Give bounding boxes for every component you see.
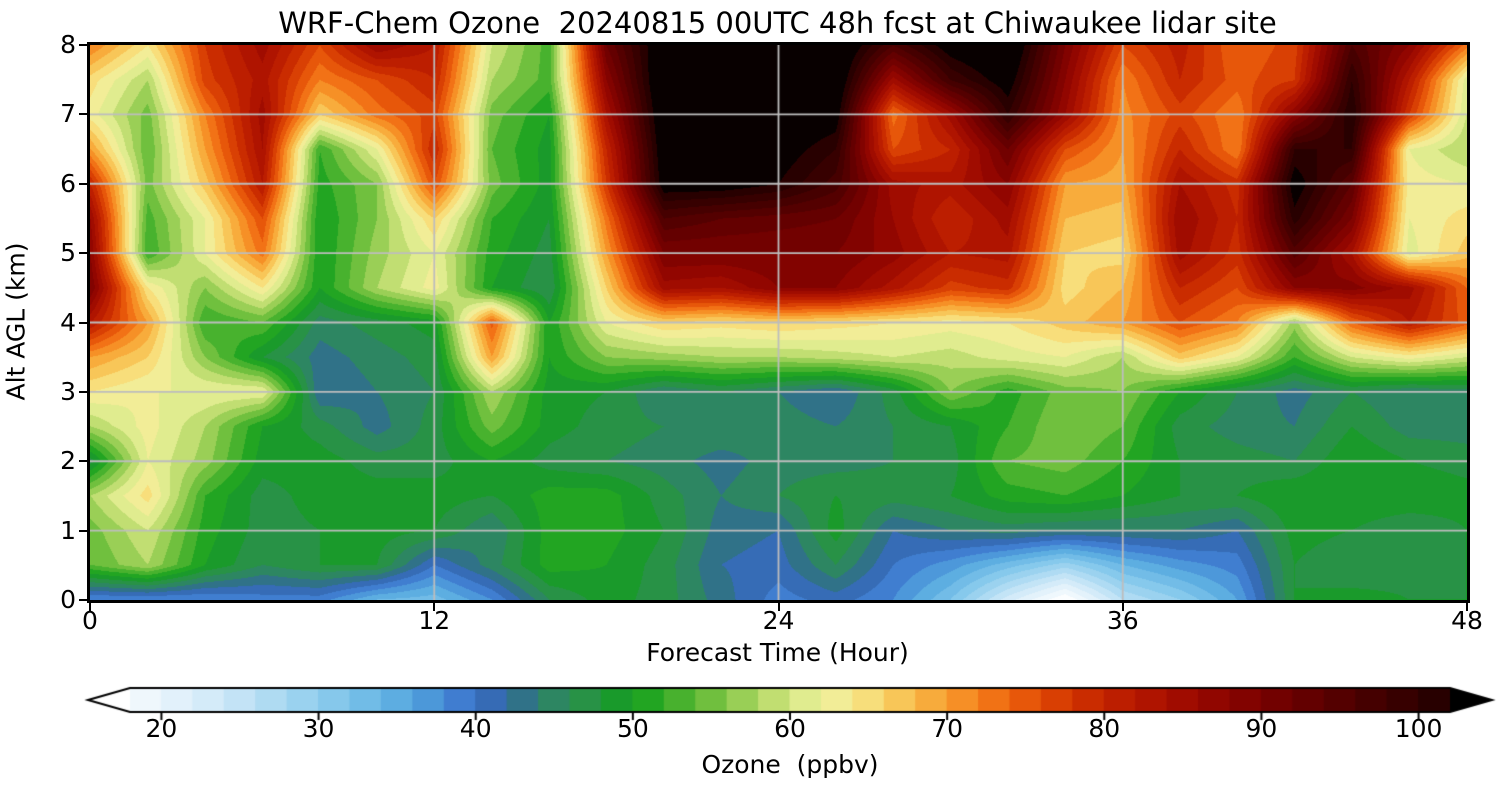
y-tick-label-3: 3	[60, 376, 76, 406]
colorbar-label: Ozone (ppbv)	[701, 750, 879, 779]
y-tick-mark-1	[79, 529, 87, 532]
y-tick-label-8: 8	[60, 30, 76, 59]
y-tick-mark-3	[79, 390, 87, 393]
y-tick-label-1: 1	[60, 515, 76, 545]
plot-area-frame	[87, 42, 1470, 603]
y-tick-label-5: 5	[60, 238, 76, 268]
x-tick-label-36: 36	[1106, 606, 1139, 635]
x-tick-mark-0	[89, 603, 91, 611]
x-axis-label: Forecast Time (Hour)	[646, 638, 909, 667]
y-tick-mark-0	[79, 599, 87, 601]
y-tick-mark-6	[79, 182, 87, 185]
x-tick-mark-12	[433, 603, 436, 611]
y-tick-label-6: 6	[60, 168, 76, 198]
colorbar-tick-label-80: 80	[1088, 714, 1121, 743]
chart-title: WRF-Chem Ozone 20240815 00UTC 48h fcst a…	[278, 6, 1277, 40]
colorbar-tick-label-90: 90	[1245, 714, 1278, 743]
colorbar-canvas	[80, 682, 1500, 726]
ozone-heatmap-canvas	[90, 45, 1467, 600]
y-tick-label-0: 0	[60, 585, 76, 614]
y-tick-mark-4	[79, 321, 87, 324]
y-tick-mark-5	[79, 252, 87, 255]
y-tick-label-4: 4	[60, 307, 76, 337]
x-tick-label-48: 48	[1451, 606, 1483, 635]
y-tick-label-2: 2	[60, 446, 76, 476]
colorbar-tick-label-60: 60	[774, 714, 806, 743]
y-tick-mark-7	[79, 113, 87, 116]
y-tick-mark-2	[79, 460, 87, 463]
x-tick-label-12: 12	[418, 606, 451, 635]
colorbar-tick-label-100: 100	[1394, 714, 1443, 743]
colorbar-tick-label-70: 70	[931, 714, 964, 743]
colorbar-tick-label-20: 20	[145, 714, 178, 743]
x-tick-mark-24	[777, 603, 780, 611]
colorbar-tick-label-40: 40	[459, 714, 492, 743]
x-tick-label-24: 24	[762, 606, 795, 635]
x-tick-label-0: 0	[82, 606, 98, 635]
y-tick-label-7: 7	[60, 99, 76, 129]
colorbar-tick-label-50: 50	[616, 714, 649, 743]
y-tick-mark-8	[79, 44, 87, 46]
x-tick-mark-48	[1466, 603, 1468, 611]
x-tick-mark-36	[1121, 603, 1124, 611]
y-axis-label: Alt AGL (km)	[1, 242, 31, 401]
colorbar-tick-label-30: 30	[302, 714, 335, 743]
